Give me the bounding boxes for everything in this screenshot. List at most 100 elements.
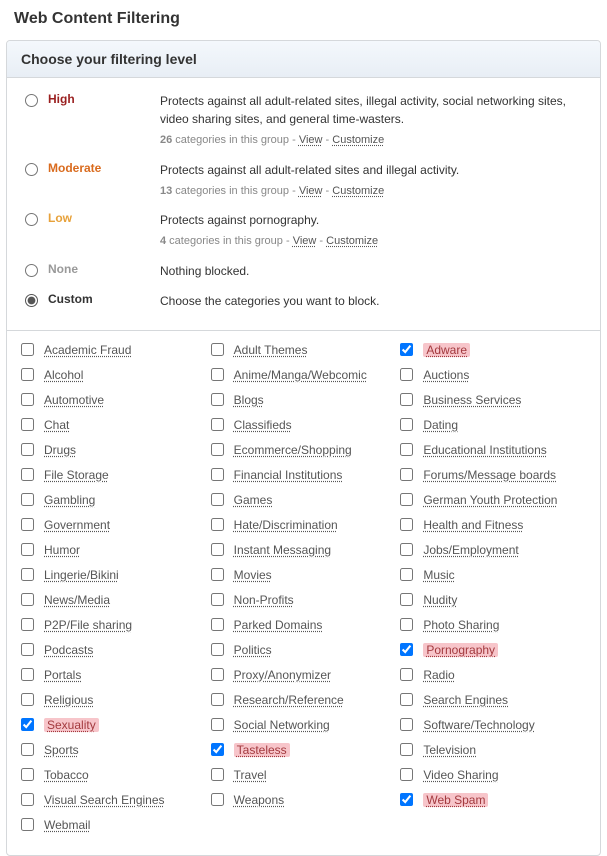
category-label[interactable]: Health and Fitness [423, 518, 523, 532]
category-label[interactable]: Video Sharing [423, 768, 498, 782]
category-checkbox[interactable] [21, 718, 34, 731]
category-label[interactable]: Educational Institutions [423, 443, 546, 457]
category-checkbox[interactable] [21, 768, 34, 781]
category-label[interactable]: Web Spam [423, 793, 488, 807]
category-checkbox[interactable] [21, 643, 34, 656]
category-label[interactable]: File Storage [44, 468, 109, 482]
category-label[interactable]: Research/Reference [234, 693, 344, 707]
category-checkbox[interactable] [21, 693, 34, 706]
category-label[interactable]: Visual Search Engines [44, 793, 165, 807]
category-label[interactable]: Humor [44, 543, 80, 557]
category-checkbox[interactable] [211, 418, 224, 431]
category-label[interactable]: Religious [44, 693, 93, 707]
category-checkbox[interactable] [211, 768, 224, 781]
category-checkbox[interactable] [400, 518, 413, 531]
category-label[interactable]: Tobacco [44, 768, 89, 782]
category-label[interactable]: Movies [234, 568, 272, 582]
category-checkbox[interactable] [21, 468, 34, 481]
level-customize-link[interactable]: Customize [326, 235, 378, 247]
category-label[interactable]: Drugs [44, 443, 76, 457]
level-view-link[interactable]: View [299, 185, 323, 197]
category-checkbox[interactable] [211, 543, 224, 556]
category-label[interactable]: Automotive [44, 393, 104, 407]
category-label[interactable]: Tasteless [234, 743, 290, 757]
category-label[interactable]: Software/Technology [423, 718, 534, 732]
category-label[interactable]: Webmail [44, 818, 90, 832]
category-checkbox[interactable] [21, 418, 34, 431]
category-checkbox[interactable] [400, 693, 413, 706]
category-label[interactable]: Sexuality [44, 718, 99, 732]
category-checkbox[interactable] [211, 568, 224, 581]
category-label[interactable]: Games [234, 493, 273, 507]
category-label[interactable]: Chat [44, 418, 69, 432]
category-checkbox[interactable] [21, 668, 34, 681]
category-checkbox[interactable] [211, 393, 224, 406]
category-label[interactable]: Academic Fraud [44, 343, 131, 357]
category-checkbox[interactable] [211, 518, 224, 531]
level-radio-none[interactable] [25, 264, 38, 277]
category-checkbox[interactable] [21, 543, 34, 556]
category-checkbox[interactable] [211, 643, 224, 656]
category-checkbox[interactable] [400, 618, 413, 631]
category-checkbox[interactable] [400, 393, 413, 406]
category-checkbox[interactable] [400, 718, 413, 731]
category-label[interactable]: P2P/File sharing [44, 618, 132, 632]
category-label[interactable]: Dating [423, 418, 458, 432]
level-customize-link[interactable]: Customize [332, 185, 384, 197]
category-checkbox[interactable] [400, 418, 413, 431]
category-checkbox[interactable] [211, 718, 224, 731]
category-checkbox[interactable] [400, 568, 413, 581]
category-label[interactable]: Forums/Message boards [423, 468, 556, 482]
category-label[interactable]: Parked Domains [234, 618, 323, 632]
category-checkbox[interactable] [211, 343, 224, 356]
category-label[interactable]: Adware [423, 343, 470, 357]
category-label[interactable]: Lingerie/Bikini [44, 568, 119, 582]
category-label[interactable]: Blogs [234, 393, 264, 407]
level-customize-link[interactable]: Customize [332, 134, 384, 146]
category-label[interactable]: Financial Institutions [234, 468, 343, 482]
category-checkbox[interactable] [400, 443, 413, 456]
category-checkbox[interactable] [21, 743, 34, 756]
category-checkbox[interactable] [21, 518, 34, 531]
category-label[interactable]: Social Networking [234, 718, 330, 732]
category-label[interactable]: Television [423, 743, 476, 757]
level-view-link[interactable]: View [293, 235, 317, 247]
category-label[interactable]: Podcasts [44, 643, 93, 657]
category-label[interactable]: Portals [44, 668, 81, 682]
category-label[interactable]: German Youth Protection [423, 493, 557, 507]
category-checkbox[interactable] [21, 593, 34, 606]
category-checkbox[interactable] [211, 368, 224, 381]
category-label[interactable]: News/Media [44, 593, 110, 607]
category-checkbox[interactable] [211, 443, 224, 456]
category-label[interactable]: Search Engines [423, 693, 508, 707]
category-checkbox[interactable] [400, 743, 413, 756]
category-label[interactable]: Music [423, 568, 454, 582]
category-checkbox[interactable] [21, 493, 34, 506]
category-checkbox[interactable] [211, 693, 224, 706]
level-radio-high[interactable] [25, 94, 38, 107]
category-label[interactable]: Adult Themes [234, 343, 308, 357]
category-label[interactable]: Gambling [44, 493, 95, 507]
category-checkbox[interactable] [400, 643, 413, 656]
category-label[interactable]: Proxy/Anonymizer [234, 668, 331, 682]
category-label[interactable]: Business Services [423, 393, 521, 407]
category-label[interactable]: Instant Messaging [234, 543, 331, 557]
category-label[interactable]: Anime/Manga/Webcomic [234, 368, 367, 382]
category-label[interactable]: Ecommerce/Shopping [234, 443, 352, 457]
category-checkbox[interactable] [400, 593, 413, 606]
category-label[interactable]: Weapons [234, 793, 284, 807]
category-label[interactable]: Government [44, 518, 110, 532]
category-label[interactable]: Nudity [423, 593, 457, 607]
category-checkbox[interactable] [21, 793, 34, 806]
category-label[interactable]: Hate/Discrimination [234, 518, 338, 532]
category-label[interactable]: Photo Sharing [423, 618, 499, 632]
category-label[interactable]: Alcohol [44, 368, 83, 382]
category-checkbox[interactable] [21, 618, 34, 631]
category-checkbox[interactable] [211, 493, 224, 506]
category-label[interactable]: Sports [44, 743, 79, 757]
category-label[interactable]: Jobs/Employment [423, 543, 518, 557]
category-checkbox[interactable] [211, 468, 224, 481]
category-label[interactable]: Non-Profits [234, 593, 294, 607]
category-checkbox[interactable] [400, 493, 413, 506]
category-checkbox[interactable] [211, 743, 224, 756]
